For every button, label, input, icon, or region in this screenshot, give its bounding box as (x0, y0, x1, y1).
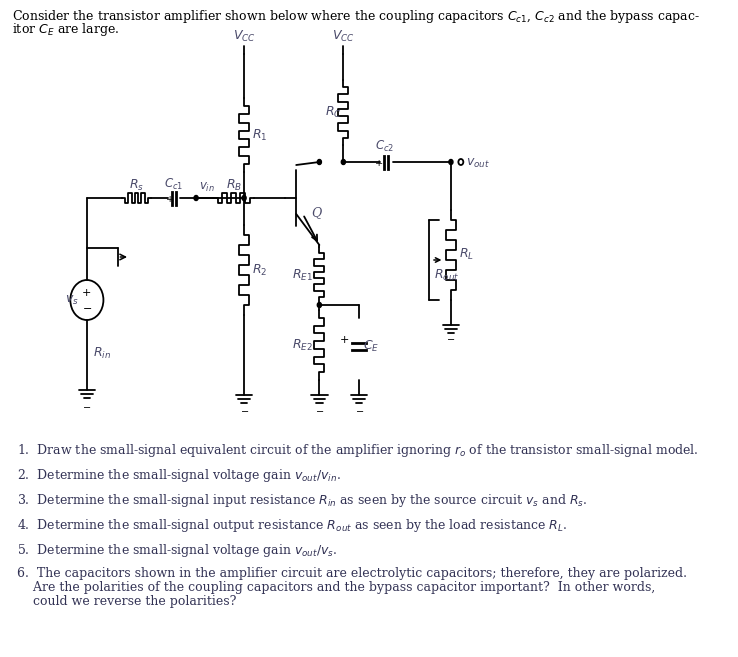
Text: $C_E$: $C_E$ (363, 338, 379, 353)
Text: 5.  Determine the small-signal voltage gain $v_{out}/v_s$.: 5. Determine the small-signal voltage ga… (16, 542, 337, 559)
Text: $v_{out}$: $v_{out}$ (466, 156, 490, 170)
Circle shape (317, 302, 322, 307)
Text: $R_{E1}$: $R_{E1}$ (292, 267, 313, 283)
Text: $R_s$: $R_s$ (129, 177, 144, 193)
Text: Consider the transistor amplifier shown below where the coupling capacitors $C_{: Consider the transistor amplifier shown … (13, 8, 700, 25)
Circle shape (449, 160, 453, 164)
Text: $R_L$: $R_L$ (459, 246, 475, 261)
Text: $-$: $-$ (82, 302, 92, 312)
Text: $R_B$: $R_B$ (226, 177, 242, 193)
Text: $v_s$: $v_s$ (65, 294, 79, 307)
Text: itor $C_E$ are large.: itor $C_E$ are large. (13, 21, 120, 38)
Circle shape (341, 160, 345, 164)
Text: +: + (339, 335, 349, 345)
Text: $R_{in}$: $R_{in}$ (93, 346, 111, 361)
Text: +: + (82, 288, 92, 298)
Text: $R_1$: $R_1$ (252, 127, 268, 143)
Text: $-$: $-$ (83, 401, 92, 411)
Text: 2.  Determine the small-signal voltage gain $v_{out}/v_{in}$.: 2. Determine the small-signal voltage ga… (16, 467, 340, 484)
Text: Q: Q (311, 206, 321, 219)
Text: $R_{out}$: $R_{out}$ (433, 267, 459, 283)
Text: 1.  Draw the small-signal equivalent circuit of the amplifier ignoring $r_o$ of : 1. Draw the small-signal equivalent circ… (16, 442, 698, 459)
Text: $-$: $-$ (354, 407, 364, 415)
Circle shape (242, 196, 246, 200)
Text: $-$: $-$ (315, 407, 324, 415)
Text: $C_{c2}$: $C_{c2}$ (375, 139, 394, 154)
Text: $-$: $-$ (240, 407, 249, 415)
Text: could we reverse the polarities?: could we reverse the polarities? (16, 595, 236, 608)
Circle shape (194, 196, 199, 200)
Text: Are the polarities of the coupling capacitors and the bypass capacitor important: Are the polarities of the coupling capac… (16, 581, 655, 594)
Text: 3.  Determine the small-signal input resistance $R_{in}$ as seen by the source c: 3. Determine the small-signal input resi… (16, 492, 587, 509)
Text: $R_C$: $R_C$ (325, 104, 342, 120)
Circle shape (317, 160, 322, 164)
Text: 6.  The capacitors shown in the amplifier circuit are electrolytic capacitors; t: 6. The capacitors shown in the amplifier… (16, 567, 686, 580)
Text: $R_2$: $R_2$ (252, 262, 268, 277)
Text: $-$: $-$ (446, 334, 455, 344)
Text: +: + (166, 196, 175, 204)
Text: 4.  Determine the small-signal output resistance $R_{out}$ as seen by the load r: 4. Determine the small-signal output res… (16, 517, 567, 534)
Text: $v_{in}$: $v_{in}$ (199, 181, 215, 194)
Text: $C_{c1}$: $C_{c1}$ (164, 177, 183, 192)
Text: $R_{E2}$: $R_{E2}$ (292, 338, 313, 353)
Text: +: + (375, 160, 383, 168)
Text: $V_{CC}$: $V_{CC}$ (332, 29, 355, 44)
Text: $V_{CC}$: $V_{CC}$ (232, 29, 255, 44)
